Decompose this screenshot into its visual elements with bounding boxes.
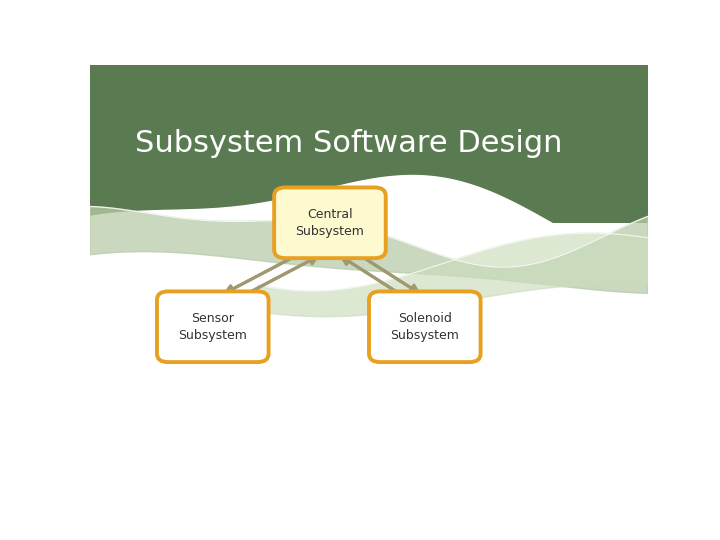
Text: Solenoid
Subsystem: Solenoid Subsystem <box>390 312 459 342</box>
Bar <box>90 65 648 223</box>
Polygon shape <box>90 176 648 481</box>
Text: Central
Subsystem: Central Subsystem <box>295 208 364 238</box>
Text: Subsystem Software Design: Subsystem Software Design <box>135 129 562 158</box>
FancyBboxPatch shape <box>369 292 481 362</box>
FancyBboxPatch shape <box>157 292 269 362</box>
Text: Sensor
Subsystem: Sensor Subsystem <box>179 312 247 342</box>
FancyBboxPatch shape <box>274 187 386 258</box>
Polygon shape <box>258 233 648 316</box>
Polygon shape <box>90 206 648 293</box>
